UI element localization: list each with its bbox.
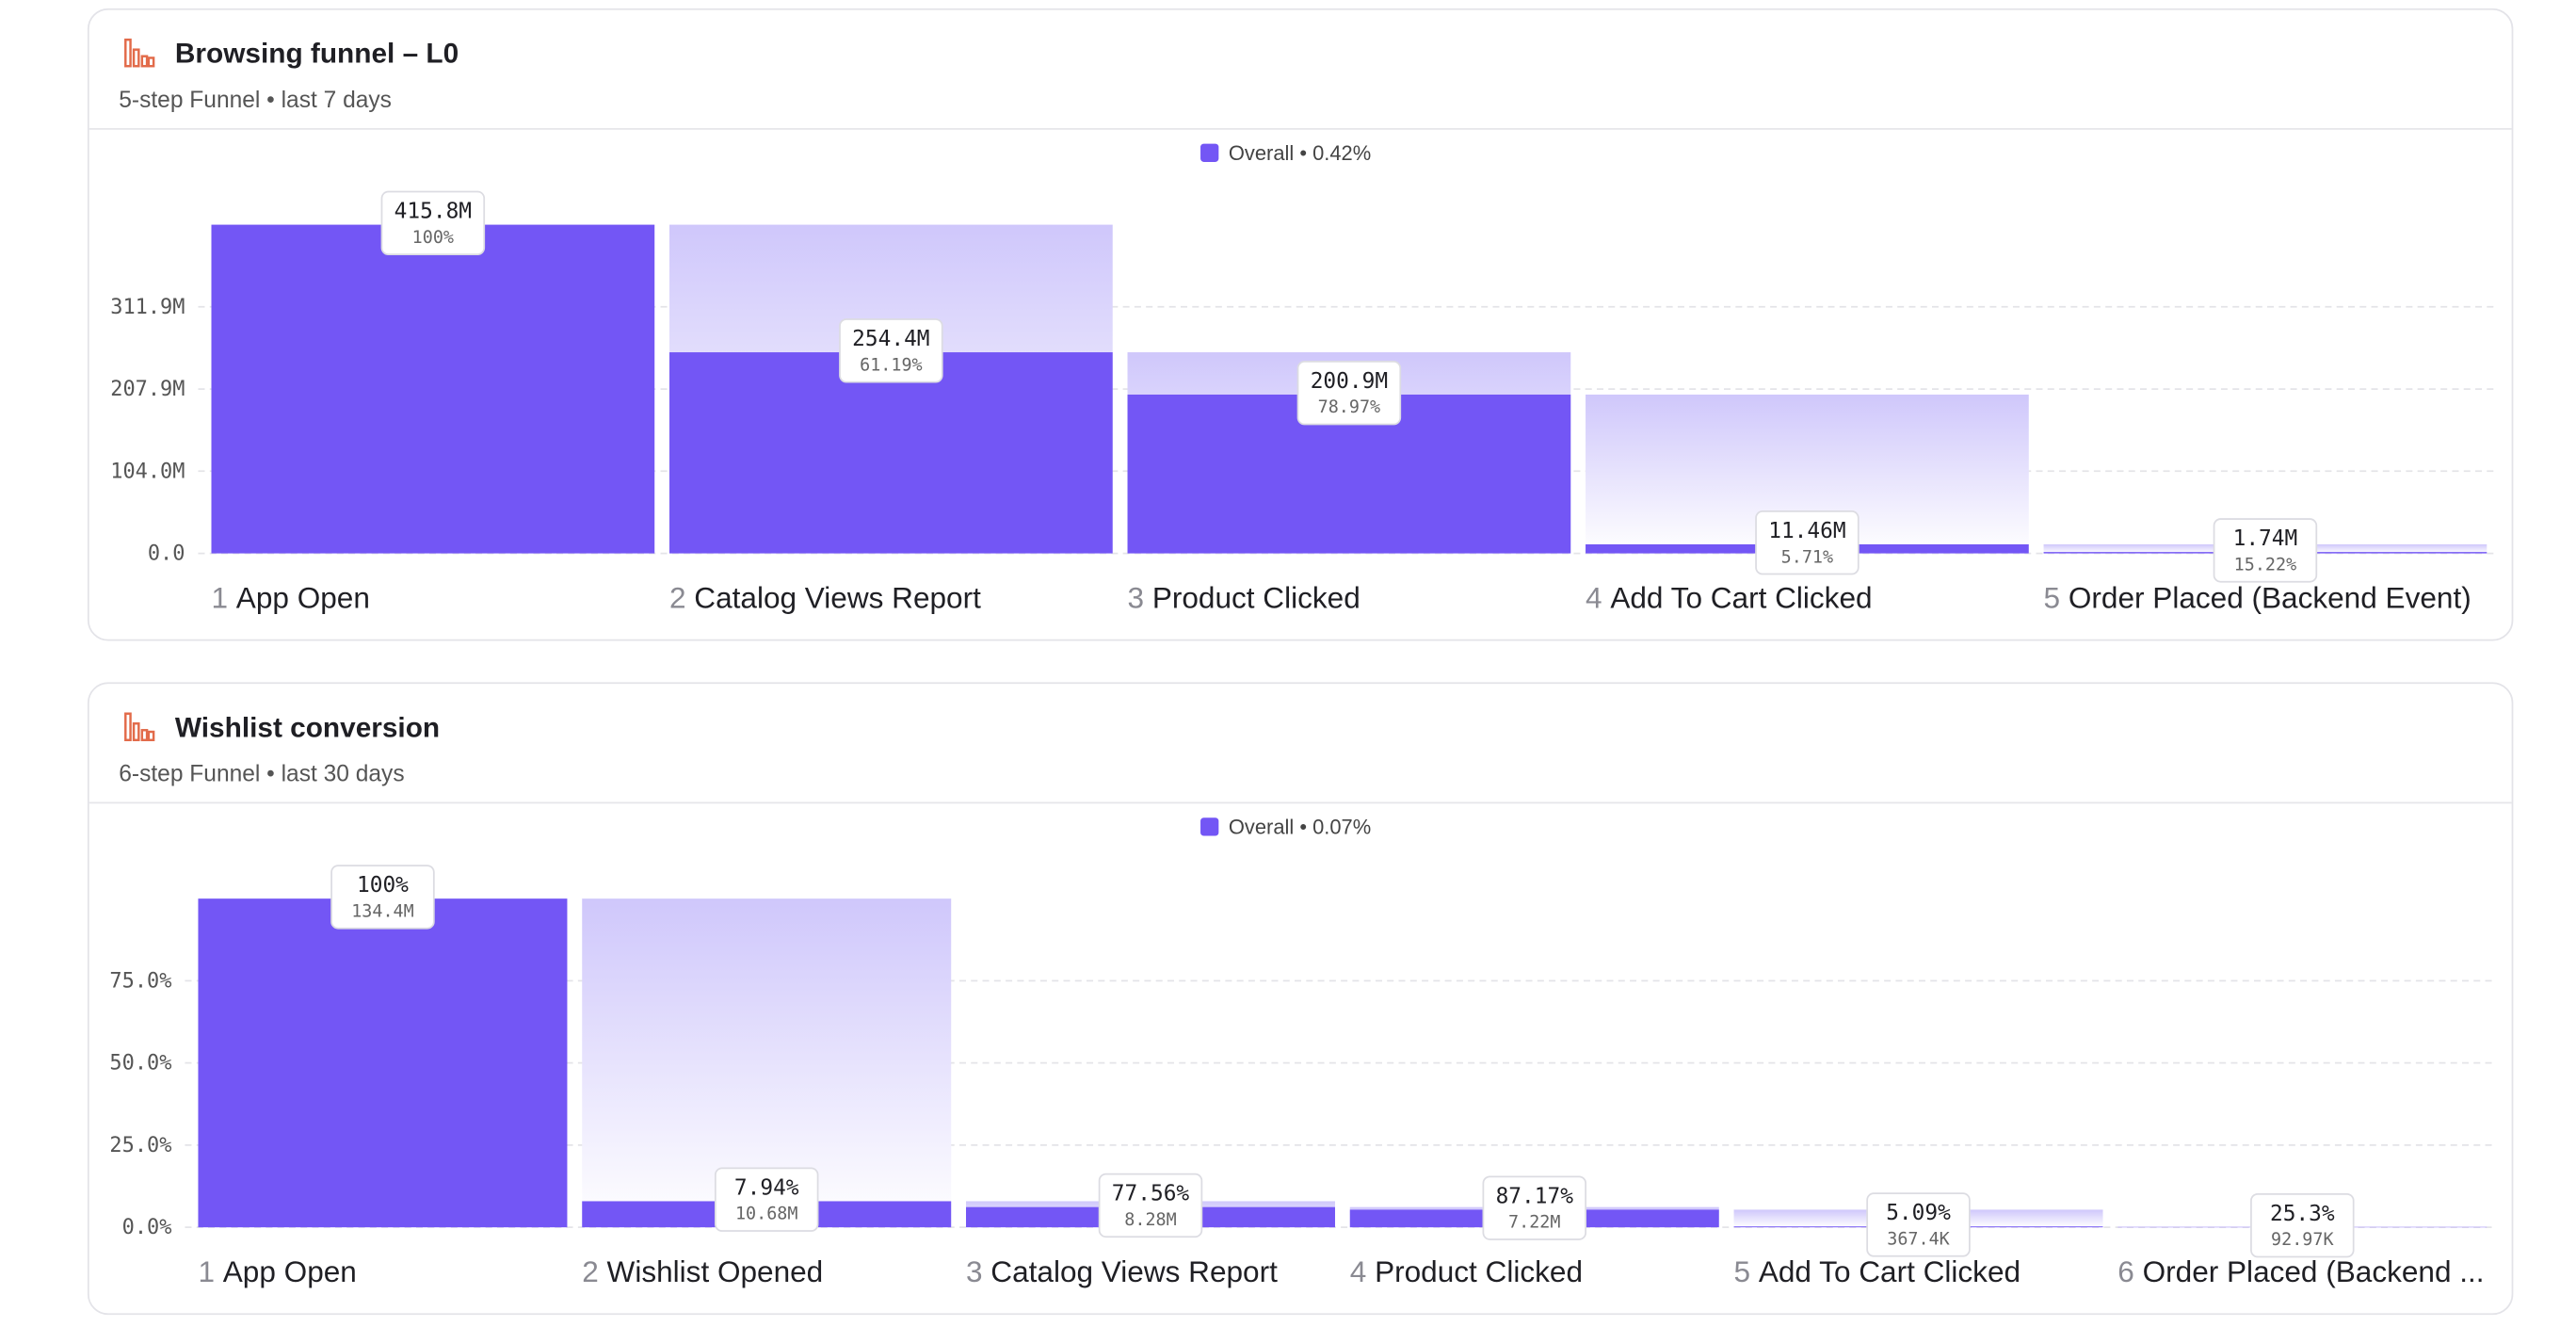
y-tick-label: 25.0% [109, 1134, 171, 1157]
category-name: Add To Cart Clicked [1610, 580, 1872, 614]
value-label: 200.9M [1311, 369, 1388, 394]
category-name: Add To Cart Clicked [1759, 1254, 2021, 1288]
sub-value-label: 367.4K [1887, 1230, 1950, 1250]
value-label: 87.17% [1496, 1184, 1574, 1208]
funnel-icon [147, 57, 155, 68]
category-label: 5 Add To Cart Clicked [1734, 1254, 2021, 1288]
category-name: App Open [223, 1254, 357, 1288]
card-title: Wishlist conversion [175, 712, 440, 743]
y-tick-label: 0.0 [148, 542, 185, 566]
sub-value-label: 15.22% [2234, 555, 2296, 574]
category-label: 3 Product Clicked [1128, 580, 1360, 614]
step-number: 4 [1350, 1254, 1367, 1288]
category-name: App Open [236, 580, 370, 614]
value-label: 11.46M [1768, 519, 1845, 543]
bar [198, 898, 568, 1228]
step-number: 3 [1128, 580, 1145, 614]
category-label: 4 Product Clicked [1350, 1254, 1583, 1288]
sub-value-label: 100% [412, 228, 454, 248]
value-label-box [330, 865, 435, 930]
value-label: 1.74M [2233, 526, 2298, 551]
y-tick-label: 104.0M [110, 460, 185, 483]
value-label-box [1755, 510, 1860, 575]
category-label: 5 Order Placed (Backend Event) [2044, 580, 2471, 614]
card-subtitle: 6-step Funnel • last 30 days [119, 762, 404, 787]
funnel-icon [140, 55, 149, 68]
y-tick-label: 75.0% [109, 969, 171, 993]
value-label-box [1296, 361, 1402, 426]
category-label: 3 Catalog Views Report [966, 1254, 1278, 1288]
category-label: 2 Catalog Views Report [669, 580, 981, 614]
value-label-box [1098, 1173, 1203, 1238]
category-name: Product Clicked [1152, 580, 1360, 614]
value-label-box [714, 1167, 819, 1232]
category-name: Wishlist Opened [607, 1254, 824, 1288]
step-number: 3 [966, 1254, 983, 1288]
funnel-icon [147, 730, 155, 742]
funnel-icon [140, 729, 149, 742]
value-label-box [839, 318, 943, 383]
value-label: 25.3% [2270, 1202, 2335, 1226]
card-subtitle: 5-step Funnel • last 7 days [119, 88, 392, 113]
legend-label: Overall • 0.42% [1229, 141, 1371, 165]
value-label-box [2213, 518, 2318, 583]
value-label-box [2250, 1192, 2355, 1258]
category-name: Product Clicked [1375, 1254, 1583, 1288]
value-label: 415.8M [394, 200, 472, 224]
step-number: 6 [2117, 1254, 2134, 1288]
legend-swatch [1200, 143, 1219, 162]
legend-swatch [1200, 817, 1219, 836]
sub-value-label: 134.4M [351, 901, 413, 921]
value-label: 77.56% [1112, 1182, 1190, 1206]
funnel-icon [124, 712, 132, 742]
sub-value-label: 5.71% [1781, 547, 1833, 567]
funnel-icon [124, 38, 132, 68]
value-label: 254.4M [852, 327, 929, 351]
step-number: 1 [198, 1254, 215, 1288]
sub-value-label: 10.68M [735, 1205, 797, 1224]
value-label: 7.94% [734, 1175, 799, 1200]
category-name: Order Placed (Backend Event) [2069, 580, 2471, 614]
bar [211, 224, 655, 554]
step-number: 2 [582, 1254, 599, 1288]
value-label: 100% [357, 873, 409, 898]
card-title: Browsing funnel – L0 [175, 39, 459, 70]
value-label: 5.09% [1886, 1201, 1951, 1225]
y-tick-label: 50.0% [109, 1052, 171, 1076]
sub-value-label: 92.97K [2271, 1230, 2334, 1250]
sub-value-label: 61.19% [860, 355, 923, 375]
funnel-icon [132, 722, 140, 742]
y-tick-label: 311.9M [110, 296, 185, 319]
value-label-box [1866, 1192, 1971, 1257]
step-number: 5 [2044, 580, 2061, 614]
legend-label: Overall • 0.07% [1229, 816, 1371, 839]
step-number: 4 [1586, 580, 1602, 614]
sub-value-label: 8.28M [1124, 1210, 1176, 1230]
category-label: 4 Add To Cart Clicked [1586, 580, 1873, 614]
sub-value-label: 7.22M [1508, 1213, 1560, 1233]
bar [669, 352, 1113, 554]
value-label-box [1482, 1175, 1587, 1240]
value-label-box [380, 190, 486, 256]
category-label: 2 Wishlist Opened [582, 1254, 823, 1288]
category-label: 1 App Open [198, 1254, 356, 1288]
step-number: 2 [669, 580, 686, 614]
category-name: Catalog Views Report [990, 1254, 1278, 1288]
step-number: 1 [211, 580, 228, 614]
sub-value-label: 78.97% [1318, 397, 1381, 417]
y-tick-label: 0.0% [122, 1216, 172, 1239]
step-number: 5 [1734, 1254, 1751, 1288]
y-tick-label: 207.9M [110, 378, 185, 401]
funnel-icon [132, 48, 140, 68]
category-label: 1 App Open [211, 580, 369, 614]
category-name: Catalog Views Report [694, 580, 981, 614]
category-label: 6 Order Placed (Backend ... [2117, 1254, 2484, 1288]
category-name: Order Placed (Backend ... [2143, 1254, 2485, 1288]
